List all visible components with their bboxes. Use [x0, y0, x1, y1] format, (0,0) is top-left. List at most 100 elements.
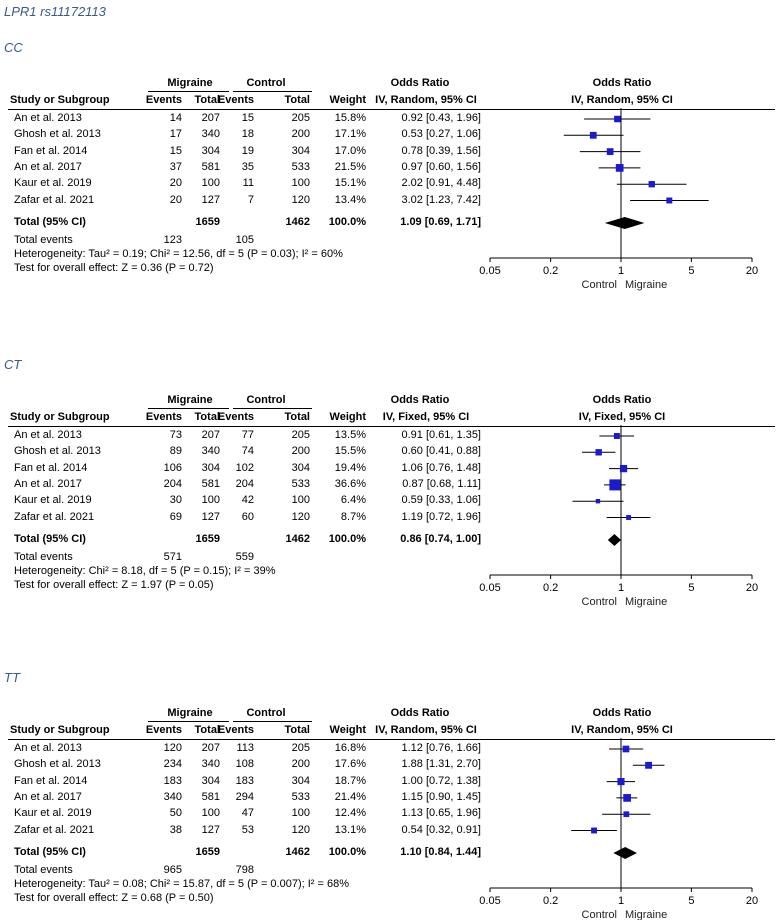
study-odds-ratio: 0.53 [0.27, 1.06] — [401, 128, 481, 141]
migraine-events: 30 — [169, 494, 182, 507]
forest-plot-svg: 0.05 0.2 1 5 20 Control Migraine — [479, 425, 758, 608]
header-total: Total — [194, 724, 220, 736]
header-weight: Weight — [329, 411, 366, 423]
header-migraine: Migraine — [167, 394, 213, 406]
overall-effect-text: Test for overall effect: Z = 1.97 (P = 0… — [14, 579, 214, 591]
control-events: 113 — [236, 742, 254, 754]
control-events: 294 — [235, 790, 254, 803]
control-total: 200 — [291, 445, 310, 458]
header-events: Events — [217, 724, 254, 736]
study-name: Ghosh et al. 2013 — [14, 128, 101, 141]
study-weight: 17.0% — [334, 144, 366, 157]
total-weight: 100.0% — [328, 216, 366, 228]
migraine-events: 37 — [169, 160, 182, 173]
panel-title: CT — [4, 357, 22, 372]
header-odds-ratio-plot: Odds Ratio — [592, 77, 652, 89]
header-odds-ratio: Odds Ratio — [390, 394, 450, 406]
migraine-total: 207 — [201, 742, 220, 754]
control-total: 120 — [291, 193, 310, 206]
total-control: 1462 — [285, 533, 310, 545]
header-study: Study or Subgroup — [10, 94, 110, 106]
control-events: 53 — [241, 823, 254, 836]
study-name: Ghosh et al. 2013 — [14, 758, 101, 771]
control-events: 60 — [241, 510, 254, 523]
study-odds-ratio: 3.02 [1.23, 7.42] — [401, 193, 481, 206]
control-events: 35 — [241, 160, 254, 173]
study-name: Zafar et al. 2021 — [14, 193, 95, 206]
header-underline-control — [233, 408, 312, 409]
control-total: 100 — [291, 494, 310, 507]
control-total: 205 — [291, 429, 310, 441]
migraine-total: 100 — [201, 177, 220, 190]
pooled-diamond — [607, 534, 621, 546]
study-name: An et al. 2013 — [14, 742, 82, 754]
header-odds-ratio-plot: Odds Ratio — [592, 707, 652, 719]
total-label: Total (95% CI) — [14, 533, 86, 545]
header-weight: Weight — [329, 724, 366, 736]
control-total: 120 — [291, 510, 310, 523]
study-odds-ratio: 0.92 [0.43, 1.96] — [401, 112, 481, 124]
study-name: Zafar et al. 2021 — [14, 510, 95, 523]
panel-title: TT — [4, 670, 20, 685]
study-odds-ratio: 1.13 [0.65, 1.96] — [401, 807, 481, 820]
study-weight: 17.6% — [334, 758, 366, 771]
study-odds-ratio: 2.02 [0.91, 4.48] — [401, 177, 481, 190]
header-events: Events — [145, 411, 182, 423]
total-events-migraine: 571 — [163, 551, 182, 563]
forest-panel-cc: CC Migraine Control Odds Ratio Odds Ratio Stu… — [0, 40, 782, 291]
migraine-total: 207 — [201, 112, 220, 124]
study-weight: 18.7% — [334, 774, 366, 787]
control-events: 74 — [241, 445, 254, 458]
x-tick-label: 0.2 — [543, 582, 558, 594]
favours-right-label: Migraine — [625, 279, 667, 291]
study-name: An et al. 2017 — [14, 790, 82, 803]
header-odds-ratio: Odds Ratio — [390, 707, 450, 719]
study-point-estimate — [606, 148, 614, 155]
study-name: Zafar et al. 2021 — [14, 823, 95, 836]
control-total: 200 — [291, 128, 310, 141]
migraine-total: 581 — [201, 477, 220, 490]
study-name: Kaur et al. 2019 — [14, 177, 92, 190]
study-weight: 15.5% — [334, 445, 366, 458]
migraine-total: 581 — [201, 790, 220, 803]
total-label: Total (95% CI) — [14, 846, 86, 858]
page-title: LPR1 rs11172113 — [4, 4, 106, 19]
header-underline-migraine — [148, 91, 229, 92]
header-total: Total — [284, 724, 310, 736]
control-events: 19 — [241, 144, 254, 157]
header-bottom-rule — [8, 739, 775, 740]
study-point-estimate — [595, 449, 602, 456]
header-events: Events — [145, 94, 182, 106]
header-control: Control — [246, 707, 286, 719]
favours-left-label: Control — [582, 279, 617, 291]
header-underline-migraine — [148, 408, 229, 409]
x-tick-label: 0.05 — [479, 895, 500, 907]
total-events-label: Total events — [14, 551, 73, 563]
study-point-estimate — [666, 197, 673, 204]
x-tick-label: 20 — [746, 895, 758, 907]
study-name: Fan et al. 2014 — [14, 144, 88, 157]
header-method-plot: IV, Random, 95% CI — [571, 724, 673, 736]
study-odds-ratio: 1.15 [0.90, 1.45] — [401, 790, 481, 803]
control-events: 47 — [241, 807, 254, 820]
total-migraine: 1659 — [195, 846, 220, 858]
control-total: 120 — [291, 823, 310, 836]
header-underline-control — [233, 721, 312, 722]
study-odds-ratio: 0.60 [0.41, 0.88] — [401, 445, 481, 458]
forest-panel-ct: CT Migraine Control Odds Ratio Odds Ratio Stu… — [0, 357, 782, 608]
control-total: 100 — [291, 807, 310, 820]
migraine-events: 204 — [163, 477, 182, 490]
migraine-total: 304 — [201, 774, 220, 787]
study-odds-ratio: 0.91 [0.61, 1.35] — [401, 429, 481, 441]
migraine-events: 20 — [169, 177, 182, 190]
heterogeneity-text: Heterogeneity: Chi² = 8.18, df = 5 (P = … — [14, 565, 276, 577]
pooled-diamond — [613, 847, 637, 859]
control-total: 205 — [291, 112, 310, 124]
header-total: Total — [194, 94, 220, 106]
overall-effect-text: Test for overall effect: Z = 0.36 (P = 0… — [14, 262, 214, 274]
study-name: Kaur et al. 2019 — [14, 494, 92, 507]
study-odds-ratio: 1.88 [1.31, 2.70] — [401, 758, 481, 771]
forest-panel-tt: TT Migraine Control Odds Ratio Odds Ratio Stu… — [0, 670, 782, 920]
study-odds-ratio: 1.12 [0.76, 1.66] — [401, 742, 481, 754]
study-weight: 13.4% — [334, 193, 366, 206]
